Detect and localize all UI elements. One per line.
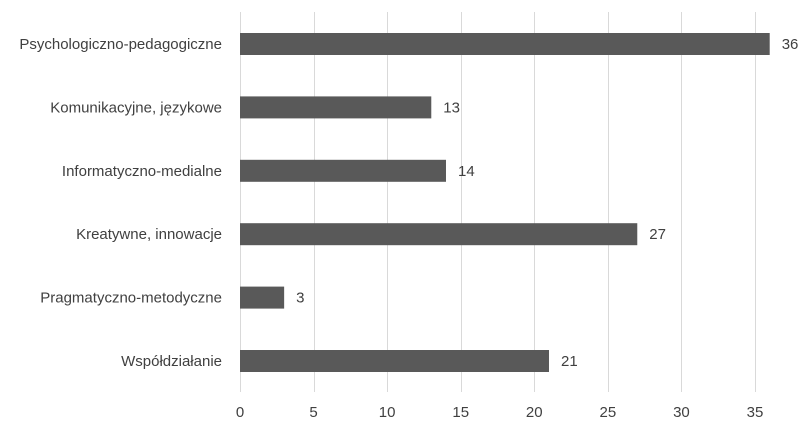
bar xyxy=(240,350,549,372)
category-label: Kreatywne, innowacje xyxy=(76,226,222,243)
category-label: Komunikacyjne, językowe xyxy=(50,99,222,116)
x-tick-label: 25 xyxy=(600,404,617,421)
category-labels: Psychologiczno-pedagogiczne Komunikacyjne… xyxy=(19,36,222,370)
x-tick-label: 0 xyxy=(236,404,244,421)
bars xyxy=(240,33,770,372)
bar xyxy=(240,159,446,182)
data-label: 36 xyxy=(782,36,799,53)
data-label: 27 xyxy=(649,226,666,243)
data-label: 13 xyxy=(443,99,460,116)
x-tick-label: 5 xyxy=(309,404,317,421)
x-tick-label: 15 xyxy=(452,404,469,421)
x-tick-label: 10 xyxy=(379,404,396,421)
bar xyxy=(240,286,285,309)
data-label: 3 xyxy=(296,290,304,307)
data-labels: 36 13 14 27 3 21 xyxy=(296,36,798,370)
x-tick-label: 20 xyxy=(526,404,543,421)
x-tick-label: 35 xyxy=(747,404,764,421)
gridlines xyxy=(240,12,756,392)
data-label: 14 xyxy=(458,163,475,180)
category-label: Pragmatyczno-metodyczne xyxy=(40,290,222,307)
category-label: Informatyczno-medialne xyxy=(62,163,222,180)
category-label: Współdziałanie xyxy=(121,353,222,370)
bar xyxy=(240,96,432,119)
x-axis-tick-labels: 0 5 10 15 20 25 30 35 xyxy=(236,404,764,421)
category-label: Psychologiczno-pedagogiczne xyxy=(19,36,222,53)
bar xyxy=(240,223,638,246)
x-tick-label: 30 xyxy=(673,404,690,421)
data-label: 21 xyxy=(561,353,578,370)
bar xyxy=(240,33,770,55)
